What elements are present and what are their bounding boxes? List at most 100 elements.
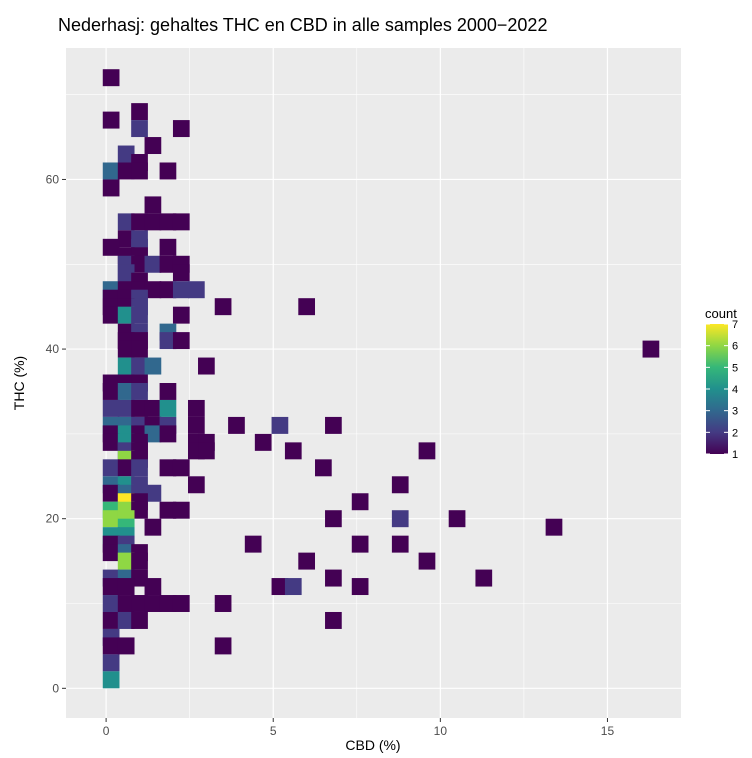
heatmap-tile [391,510,409,528]
heatmap-tile [172,120,190,138]
heatmap-tile [131,255,148,273]
heatmap-tile [187,476,205,494]
heatmap-tile [144,595,162,612]
heatmap-tile [172,332,190,350]
heatmap-tile [117,595,135,612]
heatmap-tile [315,459,332,477]
heatmap-tile [244,535,262,553]
heatmap-tile [102,544,120,562]
heatmap-tile [131,213,148,231]
heatmap-tile [475,569,493,587]
heatmap-tile [102,637,120,655]
heatmap-tile [117,162,135,180]
x-tick-label: 5 [270,724,277,738]
legend-title: count [705,306,737,321]
heatmap-tile [418,442,436,460]
heatmap-tile [642,340,660,358]
heatmap-tile [144,255,162,273]
legend-colorbar [706,324,728,454]
heatmap-tile [172,306,190,324]
heatmap-tile [131,459,148,477]
heatmap-tile [102,654,120,672]
heatmap-tile [102,510,120,528]
heatmap-tile [102,595,120,612]
legend-tick-label: 6 [732,341,738,353]
legend-tick-label: 5 [732,362,738,374]
heatmap-tile [418,552,436,570]
heatmap-tile [159,213,177,231]
heatmap-tile [117,578,135,596]
heatmap-tile [102,69,120,87]
heatmap-tile [284,442,302,460]
heatmap-tile [102,179,120,197]
heatmap-tile [102,611,120,629]
heatmap-tile [325,510,342,528]
heatmap-tile [131,103,148,121]
heatmap-tile [325,569,342,587]
heatmap-tile [131,611,148,629]
heatmap-tile [159,425,177,443]
heatmap-tile [131,340,148,358]
heatmap-tile [391,535,409,553]
heatmap-tile [271,578,289,596]
heatmap-tile [144,399,162,417]
heatmap-tile [117,383,135,400]
y-tick-label: 60 [46,172,60,186]
heatmap-tile [172,281,190,299]
heatmap-tile [131,306,148,324]
heatmap-tile [159,238,177,256]
heatmap-tile [102,162,120,180]
heatmap-tile [159,459,177,477]
legend-ticks: 7 6 5 4 3 2 1 [706,319,738,461]
heatmap-tile [102,238,120,256]
y-axis: 0 20 40 60 [46,172,66,695]
major-gridlines [66,48,681,718]
heatmap-tile [117,611,135,629]
x-axis-title: CBD (%) [345,737,400,753]
heatmap-tile [144,357,162,375]
heatmap-tile [102,306,120,324]
heatmap-tile [228,416,245,434]
heatmap-tile [172,264,190,282]
heatmap-tile [117,340,135,358]
heatmap-tile [325,611,342,629]
heatmap-tile [144,484,162,502]
legend-tick-label: 2 [732,427,738,439]
heatmap-tile [144,213,162,231]
heatmap-tile [131,595,148,612]
heatmap-tile [159,332,177,350]
y-tick-label: 0 [52,681,59,695]
heatmap-tile [131,501,148,519]
legend: count 7 6 5 4 3 2 1 [705,306,738,461]
heatmap-tile [144,425,162,443]
heatmap-tile [187,416,205,434]
heatmap-tile [117,230,135,248]
heatmap-tile [102,578,120,596]
heatmap-tile [131,162,148,180]
heatmap-tile [117,145,135,163]
y-tick-label: 20 [46,512,60,526]
heatmap-tile [117,306,135,324]
heatmap-tile [131,383,148,400]
legend-tick-label: 1 [732,449,738,461]
heatmap-tile [172,459,190,477]
y-axis-title: THC (%) [11,356,27,410]
heatmap-tile [159,501,177,519]
heatmap-tile [545,518,563,536]
heatmap-tile [172,595,190,612]
heatmap-tile [102,111,120,129]
heatmap-tile [117,459,135,477]
heatmap-tile [187,281,205,299]
heatmap-tile [144,578,162,596]
heatmap-tile [448,510,466,528]
heatmap-tile [214,298,232,316]
heatmap-tile [131,569,148,587]
heatmap-tile [131,399,148,417]
heatmap-tile [198,357,215,375]
heatmap-tile [159,383,177,400]
heatmap-tile [172,213,190,231]
legend-tick-label: 3 [732,406,738,418]
heatmap-tile [117,357,135,375]
x-axis: 0 5 10 15 [103,718,614,738]
